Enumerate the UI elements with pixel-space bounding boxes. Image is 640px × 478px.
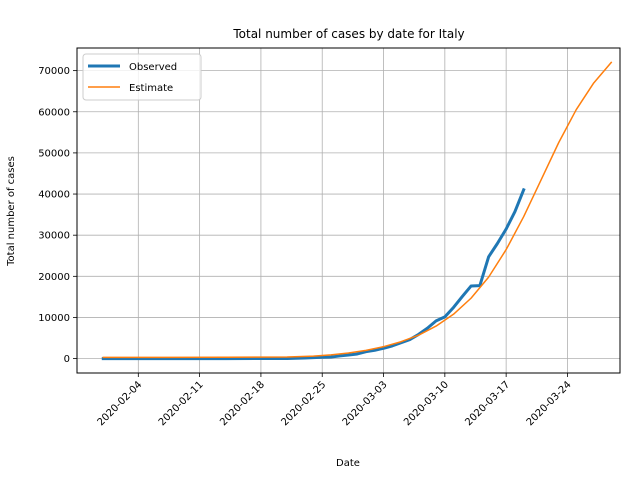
y-tick-label: 0 <box>64 354 70 365</box>
y-tick-label: 40000 <box>38 190 70 201</box>
plot-frame <box>76 47 621 374</box>
y-tick-label: 70000 <box>38 66 70 77</box>
series-line-estimate <box>102 61 613 359</box>
y-axis-label: Total number of cases <box>6 156 17 267</box>
legend-label-observed: Observed <box>129 62 177 73</box>
y-tick-label: 30000 <box>38 231 70 242</box>
legend-label-estimate: Estimate <box>129 83 173 94</box>
y-tick-label: 60000 <box>38 107 70 118</box>
y-tick-label: 10000 <box>38 313 70 324</box>
series-line-observed <box>101 187 526 361</box>
series-layer <box>101 61 613 361</box>
y-tick-label: 50000 <box>38 148 70 159</box>
chart-title: Total number of cases by date for Italy <box>232 27 464 41</box>
legend: Observed Estimate <box>82 53 202 101</box>
y-tick-label: 20000 <box>38 272 70 283</box>
x-axis-label: Date <box>336 458 360 469</box>
y-axis-ticks: 0 10000 20000 30000 40000 50000 60000 70000 <box>38 66 77 365</box>
